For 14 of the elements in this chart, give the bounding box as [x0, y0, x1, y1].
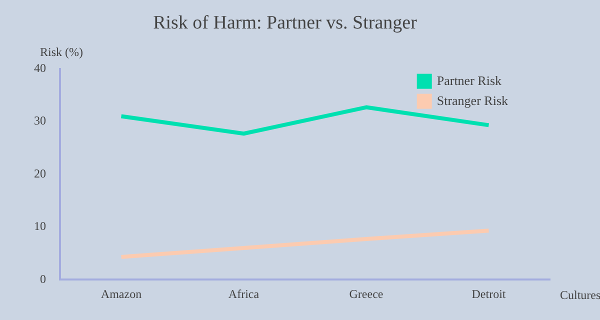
- y-tick-label: 10: [34, 219, 46, 234]
- x-tick-label: Amazon: [100, 286, 142, 301]
- x-axis-title: Cultures: [560, 288, 600, 302]
- chart-title: Risk of Harm: Partner vs. Stranger: [153, 12, 418, 34]
- y-tick-label: 40: [34, 60, 46, 75]
- y-tick-label: 30: [34, 114, 46, 128]
- y-tick-label: 0: [40, 272, 46, 286]
- x-tick-label: Greece: [349, 286, 384, 301]
- x-tick-label: Detroit: [472, 286, 506, 301]
- legend-label: Partner Risk: [436, 73, 502, 88]
- y-axis-title: Risk (%): [40, 44, 83, 59]
- x-tick-label: Africa: [228, 286, 260, 301]
- legend-label: Stranger Risk: [436, 93, 508, 108]
- y-tick-label: 20: [34, 166, 46, 180]
